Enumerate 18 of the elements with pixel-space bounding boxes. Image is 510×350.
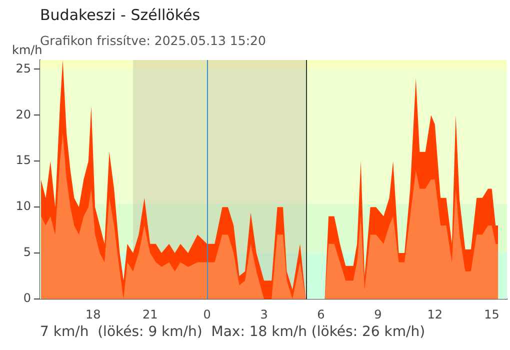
y-tick-label: 25 xyxy=(16,61,31,76)
x-tick-label: 6 xyxy=(317,307,325,322)
x-tick-label: 15 xyxy=(484,307,500,322)
text: 7 km/h (lökés: 9 km/h) Max: 18 km/h (lökés: 26 km/h) xyxy=(40,324,426,340)
chart-title: Budakeszi - Széllökés xyxy=(40,6,200,24)
x-tick-label: 9 xyxy=(374,307,382,322)
x-tick-label: 21 xyxy=(142,307,158,322)
y-tick-label: 5 xyxy=(23,245,31,260)
y-tick-label: 15 xyxy=(16,153,31,168)
x-tick-label: 18 xyxy=(86,307,101,322)
y-axis-title: km/h xyxy=(12,43,42,57)
y-tick-label: 10 xyxy=(16,199,31,214)
x-tick-label: 0 xyxy=(203,307,211,322)
y-tick-label: 0 xyxy=(23,291,31,306)
y-tick-label: 20 xyxy=(16,107,31,122)
x-tick-label: 12 xyxy=(427,307,442,322)
chart-subtitle: Grafikon frissítve: 2025.05.13 15:20 xyxy=(40,33,266,48)
x-tick-label: 3 xyxy=(260,307,268,322)
